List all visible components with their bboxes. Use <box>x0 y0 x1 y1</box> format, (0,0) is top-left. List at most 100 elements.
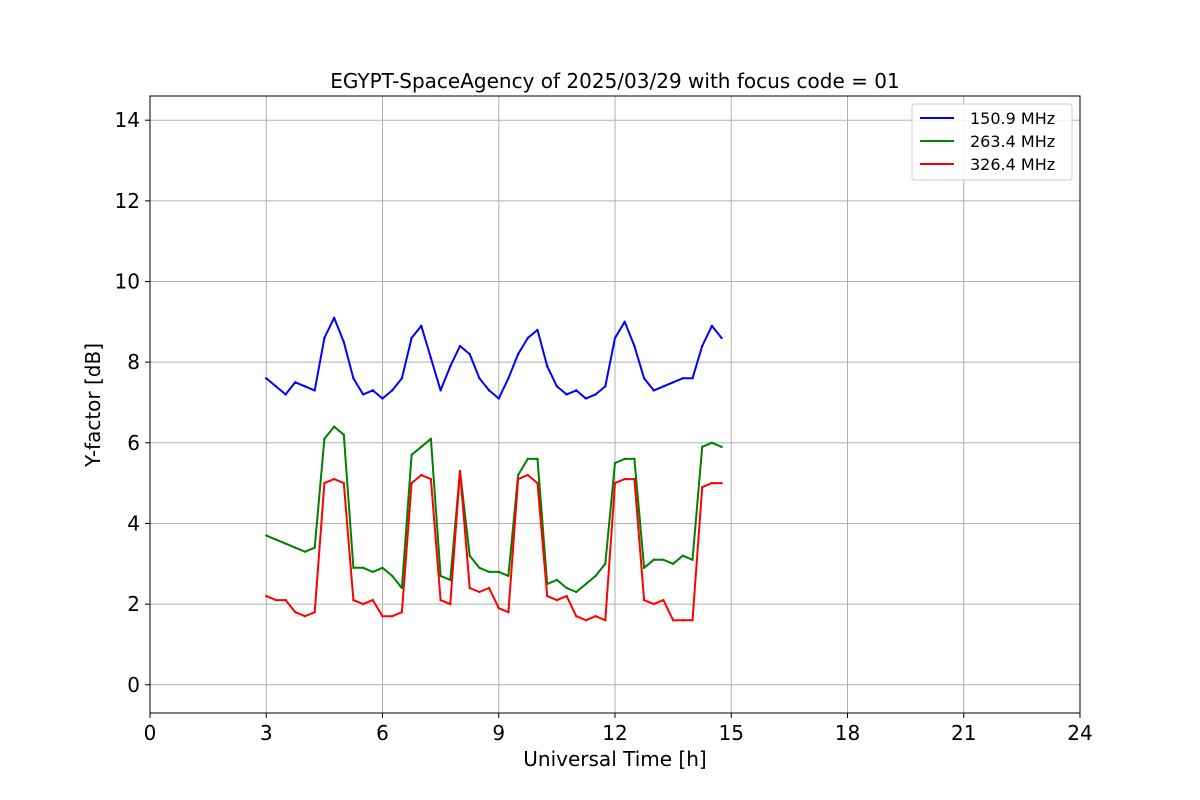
data-point <box>681 619 685 622</box>
y-axis-label: Y-factor [dB] <box>81 343 105 468</box>
x-tick-label: 12 <box>602 721 627 745</box>
data-point <box>594 615 597 618</box>
data-point <box>652 558 655 561</box>
data-point <box>545 594 549 598</box>
x-tick-label: 24 <box>1067 721 1092 745</box>
data-point <box>371 389 375 392</box>
data-point <box>400 377 404 380</box>
data-point <box>575 615 578 618</box>
data-point <box>623 320 626 324</box>
data-point <box>390 389 394 392</box>
data-point <box>642 566 646 570</box>
data-point <box>507 377 510 380</box>
data-point <box>594 574 597 578</box>
data-point <box>303 615 307 618</box>
data-point <box>381 615 384 618</box>
data-point <box>691 619 694 622</box>
data-point <box>526 336 530 340</box>
data-point <box>361 393 365 396</box>
data-point <box>671 562 675 565</box>
data-point <box>623 477 626 481</box>
data-point <box>487 389 491 392</box>
y-tick-label: 6 <box>127 431 140 455</box>
data-point <box>410 481 413 485</box>
data-point <box>323 336 326 340</box>
data-point <box>633 477 636 481</box>
data-point <box>662 558 665 561</box>
data-point <box>584 397 588 400</box>
data-point <box>700 445 704 449</box>
data-point <box>604 562 607 565</box>
data-point <box>536 328 539 332</box>
data-point <box>284 542 287 545</box>
y-tick-label: 4 <box>127 511 140 535</box>
data-point <box>613 461 617 465</box>
x-tick-label: 9 <box>492 721 505 745</box>
data-point <box>642 598 646 602</box>
data-point <box>584 582 588 586</box>
data-point <box>352 377 355 380</box>
data-point <box>516 477 520 481</box>
data-point <box>381 566 384 570</box>
data-point <box>720 445 723 449</box>
data-point <box>536 481 539 485</box>
data-point <box>700 485 704 489</box>
data-point <box>681 377 685 380</box>
data-point <box>642 377 646 380</box>
data-point <box>439 389 442 392</box>
data-point <box>565 594 568 598</box>
data-point <box>468 554 471 557</box>
data-point <box>584 619 588 622</box>
legend-entry-label: 150.9 MHz <box>970 109 1055 128</box>
data-point <box>633 457 636 461</box>
data-point <box>623 457 626 461</box>
x-tick-label: 0 <box>144 721 157 745</box>
data-point <box>662 385 665 388</box>
x-tick-label: 3 <box>260 721 273 745</box>
data-point <box>536 457 539 461</box>
series-line-263-4-mhz <box>265 425 722 593</box>
data-point <box>400 586 404 590</box>
data-point <box>449 602 452 606</box>
data-point <box>303 385 307 388</box>
data-point <box>555 598 559 602</box>
data-point <box>284 598 287 602</box>
data-point <box>710 324 714 328</box>
data-point <box>371 598 375 602</box>
data-point <box>681 554 685 557</box>
data-point <box>604 385 607 388</box>
data-point <box>429 356 433 360</box>
data-point <box>487 570 491 574</box>
y-tick-label: 2 <box>127 592 140 616</box>
y-tick-label: 14 <box>115 108 140 132</box>
data-point <box>700 344 704 348</box>
series-line-326-4-mhz <box>265 470 722 622</box>
data-point <box>497 606 500 610</box>
data-point <box>691 558 694 561</box>
data-point <box>265 377 268 380</box>
data-point <box>671 619 675 622</box>
data-point <box>294 546 297 549</box>
data-point <box>332 425 336 428</box>
data-point <box>710 481 714 485</box>
legend-entry-label: 326.4 MHz <box>970 155 1055 174</box>
data-point <box>604 619 607 622</box>
data-point <box>420 324 423 328</box>
data-point <box>575 389 578 392</box>
data-point <box>294 610 297 614</box>
data-point <box>545 364 549 368</box>
data-point <box>526 473 530 477</box>
data-point <box>274 385 278 388</box>
data-point <box>352 566 355 570</box>
data-point <box>691 377 694 380</box>
data-point <box>390 615 394 618</box>
data-point <box>613 481 617 485</box>
y-tick-label: 12 <box>115 189 140 213</box>
data-point <box>613 336 617 340</box>
data-point <box>410 336 413 340</box>
data-point <box>633 344 636 348</box>
data-point <box>497 397 500 400</box>
data-point <box>720 336 723 340</box>
x-tick-label: 6 <box>376 721 389 745</box>
